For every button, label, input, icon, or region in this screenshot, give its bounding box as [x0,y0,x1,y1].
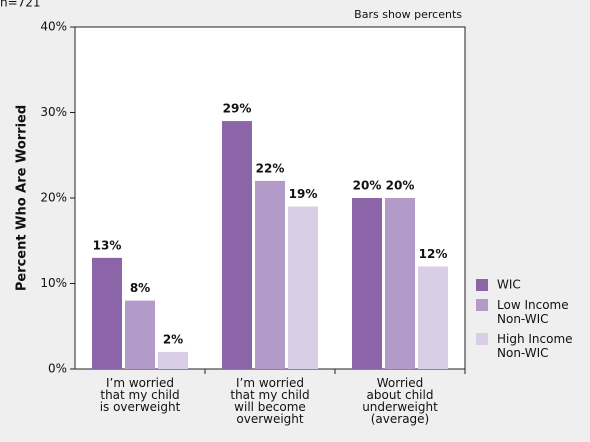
legend-label: High Income Non-WIC [497,332,573,360]
y-tick-label: 0% [48,362,67,376]
x-tick-label: I’m worried that my child is overweight [100,376,181,414]
bar [385,198,415,369]
y-axis-label: Percent Who Are Worried [15,105,30,291]
value-label: 19% [289,187,318,201]
value-label: 13% [93,238,122,252]
value-label: 22% [256,161,285,175]
value-label: 20% [386,179,415,193]
y-tick-label: 30% [40,105,67,119]
legend-swatch [476,299,488,311]
value-label: 8% [130,281,150,295]
value-label: 12% [419,247,448,261]
bar [222,121,252,369]
value-label: 2% [163,332,183,346]
legend-label: Low Income Non-WIC [497,298,569,326]
legend-label: WIC [497,278,521,292]
bar [352,198,382,369]
note: n=721 [0,0,41,10]
value-label: 29% [223,102,252,116]
x-tick-label: Worried about child underweight (average) [362,376,438,426]
y-tick-label: 10% [40,276,67,290]
y-tick-label: 20% [40,191,67,205]
annotation: Bars show percents [354,8,462,21]
legend-swatch [476,333,488,345]
bar [125,300,155,369]
bar [288,206,318,369]
bar [418,266,448,369]
y-tick-label: 40% [40,20,67,34]
bar [255,180,285,369]
legend-swatch [476,279,488,291]
bar [158,351,188,369]
value-label: 20% [353,179,382,193]
x-tick-label: I’m worried that my child will become overw… [230,376,309,426]
bar [92,257,122,369]
